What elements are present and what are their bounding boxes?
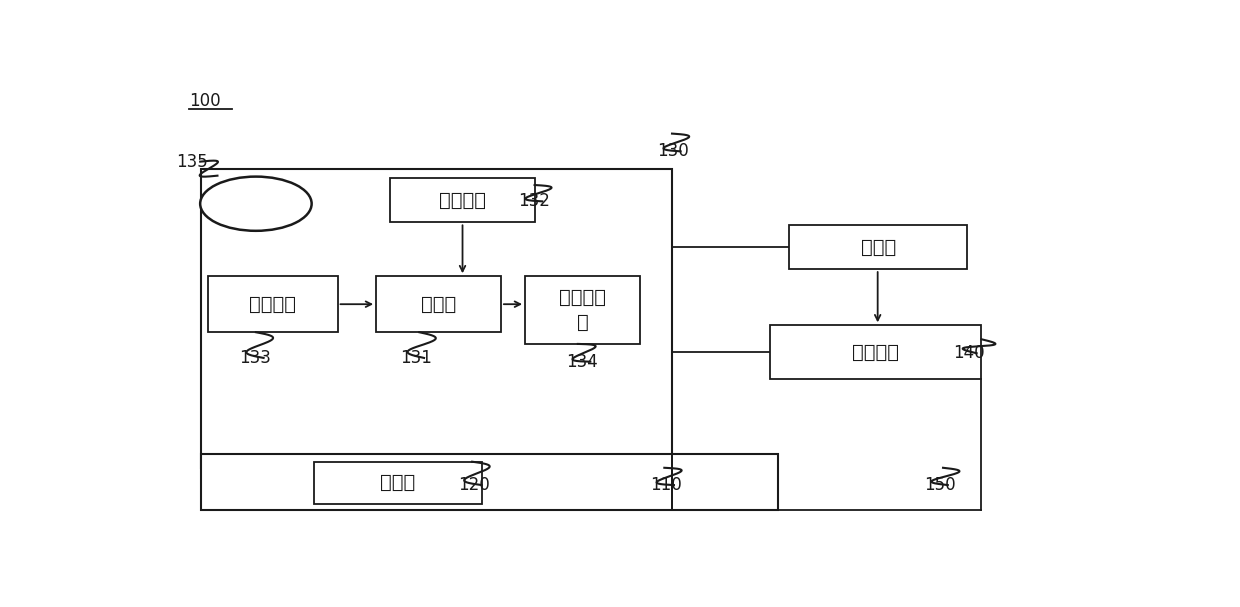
Text: 132: 132 (518, 192, 551, 211)
Text: 上位机: 上位机 (861, 237, 895, 256)
Text: 第一存储
器: 第一存储 器 (559, 288, 606, 332)
Bar (770, 325, 982, 379)
Circle shape (200, 177, 311, 231)
Text: 通信单元: 通信单元 (439, 191, 486, 209)
Text: 134: 134 (567, 353, 598, 371)
Bar (201, 169, 672, 468)
Bar (314, 462, 481, 504)
Text: 互感器: 互感器 (379, 473, 415, 492)
Bar (525, 276, 640, 344)
Text: 处理器: 处理器 (420, 294, 456, 314)
Text: 130: 130 (657, 143, 688, 160)
Text: 135: 135 (176, 152, 208, 171)
Text: 110: 110 (650, 476, 682, 494)
Bar (391, 178, 534, 222)
Text: 150: 150 (924, 476, 956, 494)
Bar (201, 454, 777, 510)
Bar (789, 225, 967, 269)
Text: 100: 100 (188, 92, 221, 110)
Text: 133: 133 (239, 349, 272, 367)
Text: 检测单元: 检测单元 (249, 294, 296, 314)
Text: 拓扑设备: 拓扑设备 (852, 342, 899, 362)
Text: 140: 140 (952, 344, 985, 362)
Text: 131: 131 (401, 349, 432, 367)
Bar (376, 276, 501, 332)
Bar (208, 276, 337, 332)
Text: 120: 120 (458, 476, 490, 494)
